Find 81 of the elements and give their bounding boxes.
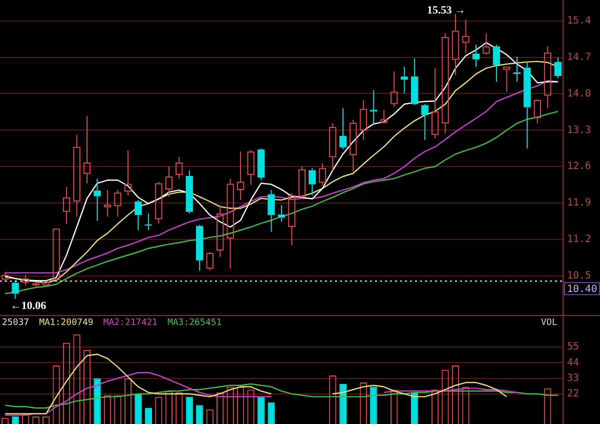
candlestick [513,56,521,82]
annotation: VOL [541,318,558,328]
y-tick-label: 44 [567,357,580,368]
candlestick [298,166,306,199]
candlestick [247,149,254,186]
text: MA3:265451 [167,318,222,328]
candlestick [380,109,388,123]
candlestick [329,122,336,171]
candlestick [216,204,224,258]
bar [94,378,101,424]
candlestick [524,60,531,149]
candlestick [94,178,101,222]
candlestick [12,280,19,300]
y-tick-label: 22 [567,388,580,400]
candlestick [206,252,214,271]
annotation: 25037 [2,318,30,328]
candlestick [278,204,286,222]
candlestick [472,44,480,68]
candlestick [431,68,439,139]
bar [144,408,152,424]
y-tick-label: 13.3 [567,124,592,136]
candlestick [400,66,408,94]
candlestick [186,170,193,214]
candlestick [360,99,367,141]
candlestick [288,192,296,246]
candlestick [410,58,418,106]
y-tick-label: 12.6 [567,161,592,172]
candlestick [421,104,428,141]
text: MA2:217421 [103,318,158,328]
y-tick-label: 15.4 [567,15,592,26]
candlestick [104,190,112,218]
candlestick [196,224,204,272]
candlestick [492,44,500,82]
candlestick [124,150,132,196]
candlestick [73,134,80,218]
candlestick [339,108,346,150]
candlestick [62,186,70,224]
y-tick-label: 14.7 [567,52,592,63]
annotation: ←10.06 [10,300,47,312]
candlestick [390,70,398,108]
candlestick [257,148,265,181]
candlestick [482,32,490,56]
candlestick [544,46,552,109]
candlestick [83,116,91,184]
candlestick [22,274,30,286]
bar [134,394,142,424]
text: MA1:200749 [39,318,94,328]
bar [196,405,204,424]
candlestick [176,156,183,180]
candlestick [503,66,510,92]
candlestick [452,14,460,76]
candlestick [308,168,316,196]
candlestick [370,90,378,124]
bar [186,396,193,424]
candlestick [226,178,234,270]
candlestick [462,19,470,54]
y-tick-label: 11.2 [567,234,592,246]
candlestick [268,190,275,232]
y-tick-label: 55 [567,342,580,353]
bar [268,402,275,424]
candlestick [114,190,122,218]
candlestick [155,181,162,224]
bar [339,384,346,424]
candlestick [318,162,326,186]
candlestick [534,100,541,124]
candlestick [350,119,357,172]
candlestick [134,199,142,231]
bar [257,396,265,424]
y-tick-label: 10.5 [567,270,592,282]
candlestick [144,212,152,231]
bar [370,386,378,424]
candlestick [554,56,562,79]
y-tick-label: 11.9 [567,198,592,209]
bar [410,392,418,424]
candlestick [442,32,449,134]
ref-line-label: 10.40 [567,284,598,295]
annotation: 15.53 → [427,4,466,16]
candlestick [236,151,244,200]
y-tick-label: 14.0 [567,88,592,100]
y-tick-label: 33 [567,372,580,384]
candlestick [165,166,172,198]
